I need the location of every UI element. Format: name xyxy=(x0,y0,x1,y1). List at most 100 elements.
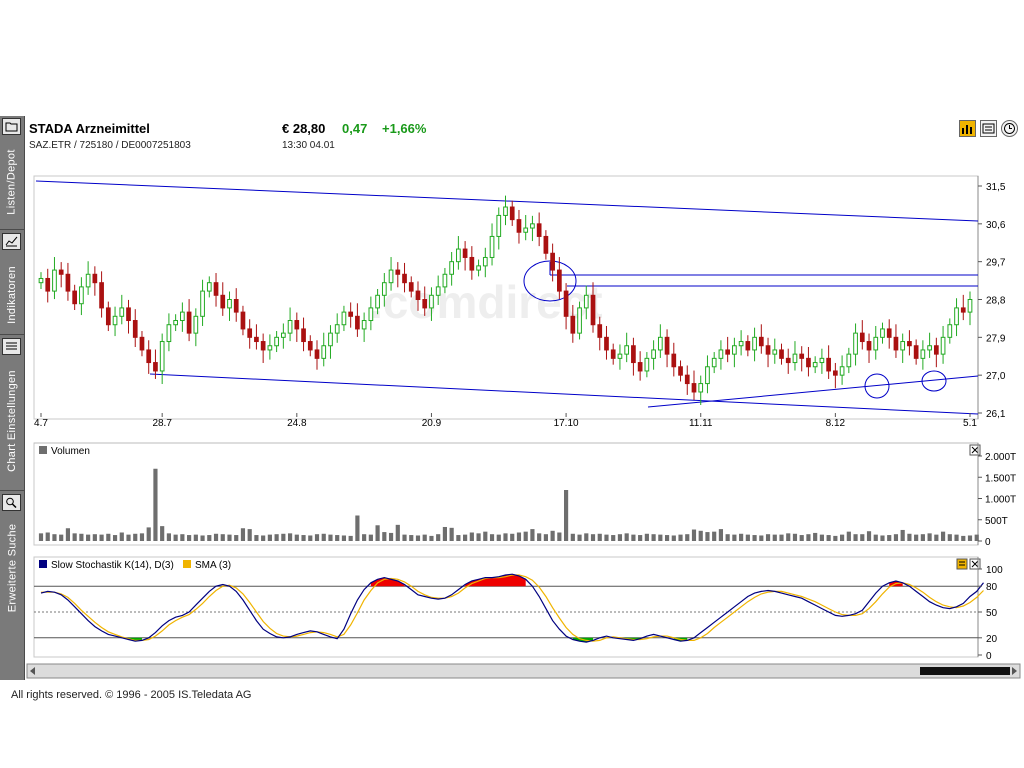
candle-body xyxy=(456,248,461,263)
price-tick-label: 30,6 xyxy=(986,220,1006,231)
candle-body xyxy=(718,349,724,359)
candle-body xyxy=(99,282,104,309)
volume-tick-label: 1.500T xyxy=(985,473,1016,484)
candle-body xyxy=(166,324,172,343)
volume-bar xyxy=(530,529,535,541)
volume-bar xyxy=(792,533,798,541)
volume-bar xyxy=(523,531,528,541)
candle-body xyxy=(691,383,697,393)
volume-bar xyxy=(671,535,676,541)
volume-bar xyxy=(745,534,750,541)
candle-body xyxy=(563,290,569,317)
candle-body xyxy=(482,256,488,267)
candle-body xyxy=(294,320,300,330)
clock-icon[interactable] xyxy=(1001,120,1018,137)
candle-body xyxy=(58,269,64,275)
stoch-sma-line xyxy=(41,574,984,642)
date-tick-label: 11.11 xyxy=(689,418,713,429)
stochastic-panel: Slow Stochastik K(14), D(3) SMA (3) 100 8… xyxy=(33,556,1003,662)
volume-tick-label: 1.000T xyxy=(985,495,1016,506)
date-tick-label: 28.7 xyxy=(152,418,172,429)
volume-bar xyxy=(516,532,522,541)
stoch-tick-label: 80 xyxy=(986,582,998,593)
candle-body xyxy=(328,332,333,347)
volume-bar xyxy=(651,534,656,541)
candle-body xyxy=(429,294,434,309)
sidebar: Listen/Depot Indikatoren Chart Einstellu… xyxy=(0,116,25,680)
volume-bar xyxy=(914,534,919,541)
candle-body xyxy=(375,294,380,309)
volume-bar xyxy=(281,533,286,541)
volume-bar xyxy=(974,534,979,541)
volume-bar xyxy=(537,533,542,541)
bar-chart-icon[interactable] xyxy=(959,120,976,137)
candle-body xyxy=(112,315,118,326)
candle-body xyxy=(927,345,932,351)
volume-bar xyxy=(557,532,562,541)
volume-bar xyxy=(308,535,313,541)
candle-body xyxy=(637,362,643,372)
candle-body xyxy=(671,353,677,368)
folder-icon[interactable] xyxy=(2,118,21,135)
candle-body xyxy=(954,307,959,326)
price-tick-label: 28,8 xyxy=(986,296,1006,307)
candle-body xyxy=(738,341,744,347)
settings-icon[interactable] xyxy=(959,561,965,566)
stoch-settings-box[interactable] xyxy=(956,558,968,570)
gap-marker-circle xyxy=(523,260,577,302)
close-icon[interactable] xyxy=(971,560,979,568)
volume-bar xyxy=(846,531,851,541)
sidebar-divider xyxy=(0,229,24,230)
volume-bar xyxy=(954,534,959,541)
candle-body xyxy=(920,349,926,359)
scrollbar-track[interactable] xyxy=(26,663,1021,679)
candle-body xyxy=(227,299,232,309)
candle-body xyxy=(880,328,885,338)
volume-bar xyxy=(247,529,252,541)
candle-body xyxy=(853,332,858,355)
candle-body xyxy=(725,349,731,355)
volume-legend-swatch xyxy=(39,446,47,454)
price-change-percent: +1,66% xyxy=(382,121,427,136)
news-icon[interactable] xyxy=(980,120,997,137)
candle-body xyxy=(530,223,535,229)
candle-body xyxy=(321,345,327,359)
volume-bar xyxy=(65,528,71,541)
magnifier-icon[interactable] xyxy=(2,494,21,511)
candlestick-series xyxy=(38,195,973,406)
date-axis-ticks: 4.7 28.7 24.8 20.9 17.10 11.11 8.12 5.1 xyxy=(34,413,977,429)
scroll-right-icon[interactable] xyxy=(1012,667,1017,675)
stochastic-axis-ticks: 100 80 50 20 0 xyxy=(978,565,1003,662)
chart-scrollbar[interactable] xyxy=(26,663,1021,679)
candle-body xyxy=(557,269,562,292)
overbought-fill xyxy=(370,577,405,587)
candle-body xyxy=(334,324,340,334)
stoch-tick-label: 20 xyxy=(986,634,998,645)
volume-bar xyxy=(402,534,407,541)
indicator-list-icon[interactable] xyxy=(2,233,21,250)
stoch-settings-button[interactable] xyxy=(956,558,968,570)
price-tick-label: 27,9 xyxy=(986,333,1006,344)
settings-list-icon[interactable] xyxy=(2,338,21,355)
volume-bar xyxy=(112,535,118,541)
volume-bar xyxy=(106,533,111,541)
volume-bar xyxy=(510,533,515,541)
candle-body xyxy=(126,307,131,322)
volume-close-button[interactable] xyxy=(969,444,981,456)
volume-bar xyxy=(947,534,952,541)
stoch-close-button[interactable] xyxy=(969,558,981,570)
candle-body xyxy=(819,357,825,364)
price-tick-label: 31,5 xyxy=(986,182,1006,193)
candle-body xyxy=(45,277,51,292)
volume-bar xyxy=(254,535,259,541)
close-icon[interactable] xyxy=(971,446,979,454)
volume-bar xyxy=(328,534,333,541)
scroll-left-icon[interactable] xyxy=(30,667,35,675)
candle-body xyxy=(900,341,906,351)
candle-body xyxy=(355,315,360,330)
scrollbar-thumb[interactable] xyxy=(920,667,1010,675)
volume-bar xyxy=(577,534,582,541)
candle-body xyxy=(907,341,912,347)
upper-channel-line xyxy=(35,180,979,222)
volume-bar xyxy=(173,534,178,541)
